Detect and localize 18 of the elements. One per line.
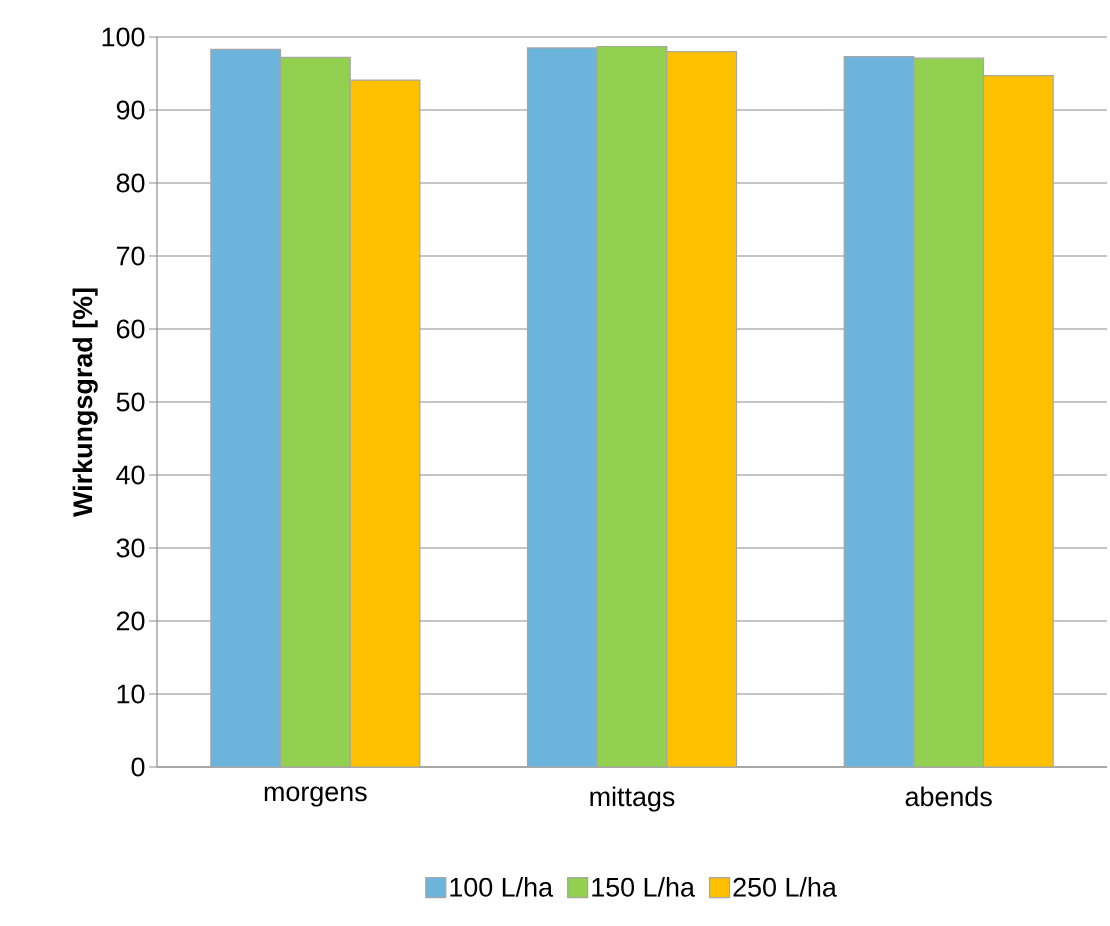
- x-tick-label: mittags: [590, 786, 675, 812]
- y-tick-label: 10: [117, 684, 145, 704]
- legend-label: 150 L/ha: [592, 877, 695, 897]
- x-tick-label: abends: [905, 786, 992, 807]
- y-tick-label: 70: [116, 246, 145, 266]
- y-tick-label: 40: [116, 465, 145, 485]
- y-tick-label: 100: [102, 27, 145, 47]
- y-tick-label: 50: [116, 392, 145, 412]
- y-tick-label: 20: [116, 611, 145, 631]
- y-tick-label: 80: [116, 173, 145, 193]
- y-tick-label: 30: [116, 538, 145, 558]
- y-tick-label: 0: [131, 757, 145, 777]
- y-tick-label: 90: [116, 100, 145, 120]
- y-tick-label: 60: [116, 319, 145, 339]
- legend-label: 250 L/ha: [733, 877, 837, 897]
- y-axis-title: Wirkungsgrad [%]: [72, 288, 98, 517]
- x-tick-label: morgens: [264, 786, 367, 807]
- legend-label: 100 L/ha: [450, 877, 554, 897]
